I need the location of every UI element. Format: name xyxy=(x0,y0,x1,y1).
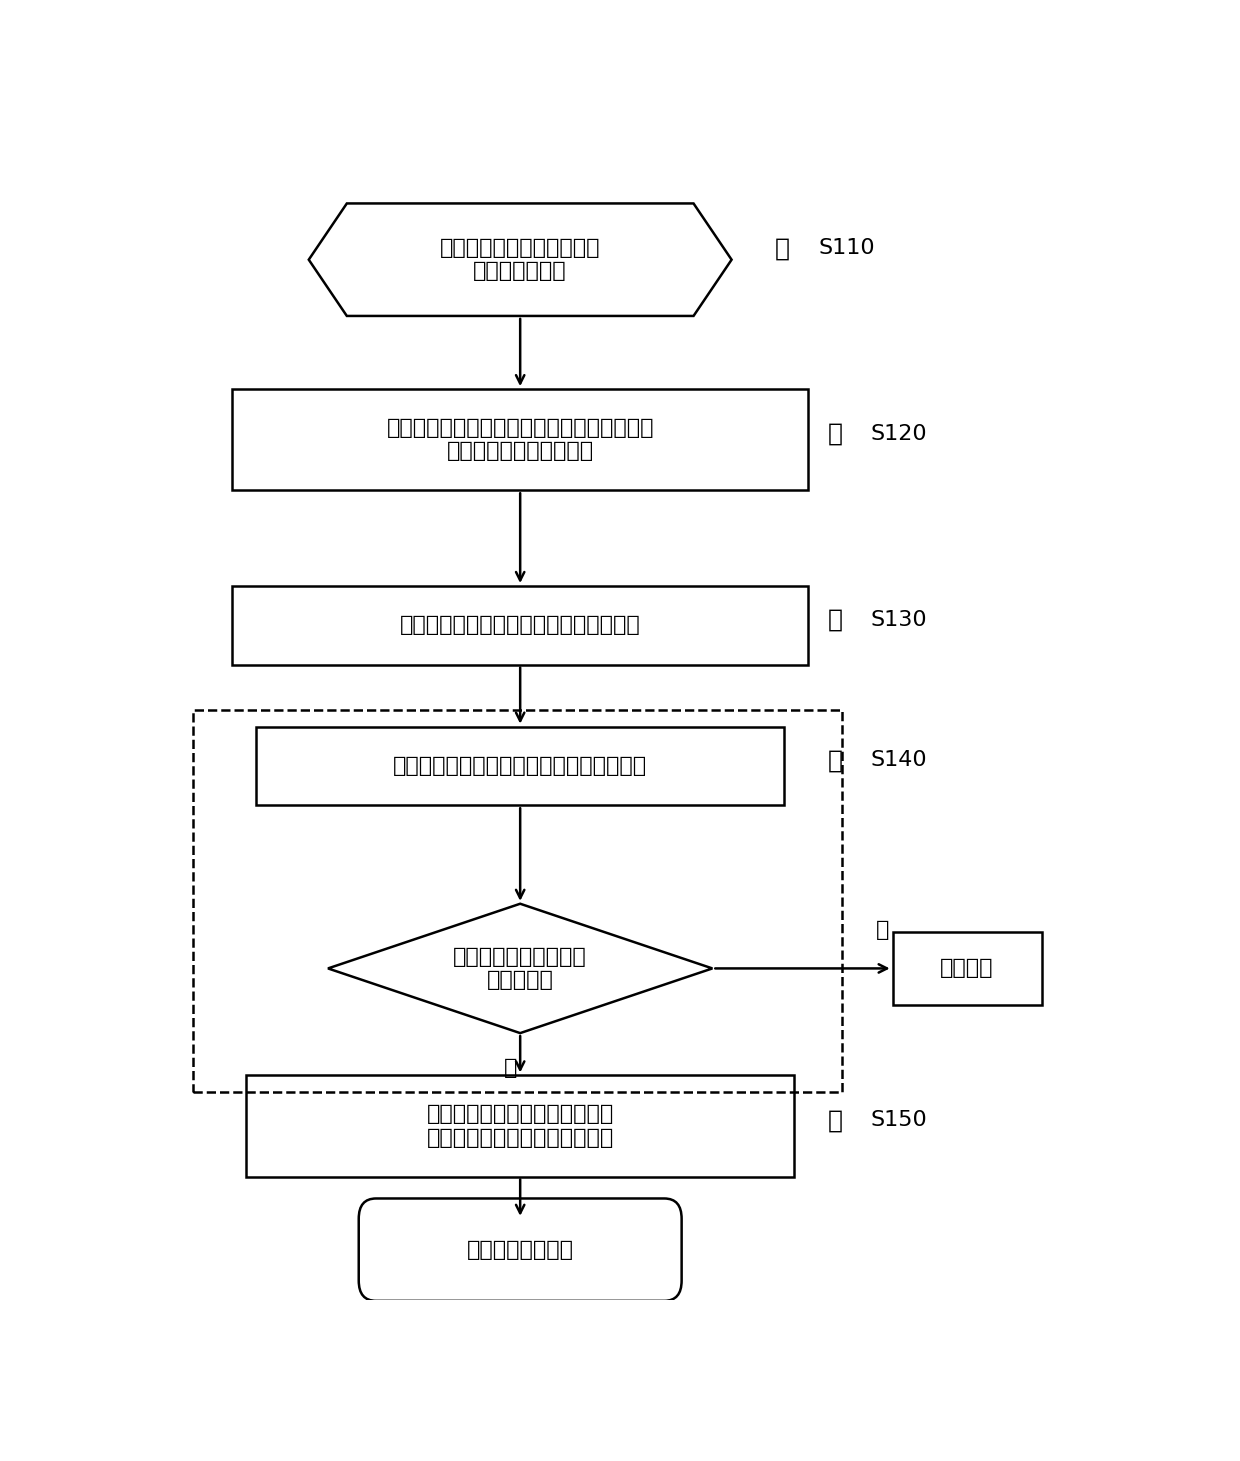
Text: S120: S120 xyxy=(870,424,928,444)
Text: S110: S110 xyxy=(818,238,874,259)
Text: 〜: 〜 xyxy=(828,748,843,773)
Text: 否: 否 xyxy=(877,920,889,941)
Text: 系统正常: 系统正常 xyxy=(940,958,993,979)
Text: S140: S140 xyxy=(870,751,928,770)
Text: 收集不同工况下的正常数据
作为训练样本集: 收集不同工况下的正常数据 作为训练样本集 xyxy=(440,238,600,282)
Text: 计算各个检测变量的稀疏贡献值
根据稀疏贡献值画出稀疏贡献图: 计算各个检测变量的稀疏贡献值 根据稀疏贡献值画出稀疏贡献图 xyxy=(427,1105,614,1147)
Text: S130: S130 xyxy=(870,609,928,630)
Text: 利用增广字典，获取在线数据的稀疏编码: 利用增广字典，获取在线数据的稀疏编码 xyxy=(399,615,641,636)
Bar xyxy=(193,710,842,1093)
Text: 基于稀疏编码计算在线数据的字典重构残差: 基于稀疏编码计算在线数据的字典重构残差 xyxy=(393,755,647,776)
Bar xyxy=(247,1075,794,1176)
Text: 输出故障分离结果: 输出故障分离结果 xyxy=(466,1240,574,1259)
Text: S150: S150 xyxy=(870,1110,928,1131)
Text: 〜: 〜 xyxy=(775,237,790,260)
Bar xyxy=(893,932,1042,1005)
Text: 〜: 〜 xyxy=(828,608,843,631)
Text: 〜: 〜 xyxy=(828,1109,843,1132)
Bar xyxy=(232,586,808,665)
Bar xyxy=(255,726,785,805)
Text: 判断字典重构残差是否
超过控制限: 判断字典重构残差是否 超过控制限 xyxy=(454,947,587,991)
Bar xyxy=(232,389,808,491)
Text: 〜: 〜 xyxy=(828,422,843,446)
Text: 基于训练样本集得到一个字典，并对该字典进
行增广处理得到增广字典: 基于训练样本集得到一个字典，并对该字典进 行增广处理得到增广字典 xyxy=(387,418,653,462)
Text: 是: 是 xyxy=(503,1058,517,1078)
